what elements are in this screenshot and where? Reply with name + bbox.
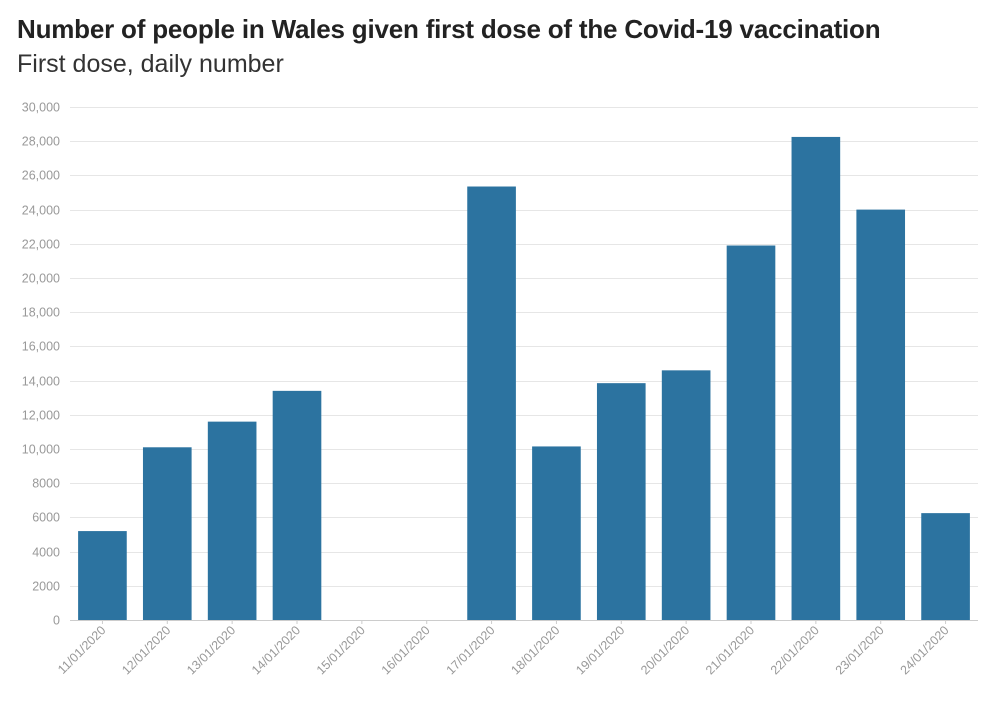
y-tick-label: 26,000 [22, 169, 60, 183]
y-tick-label: 30,000 [22, 101, 60, 115]
bar-20-01-2020[interactable] [661, 370, 711, 620]
bar-13-01-2020[interactable] [207, 421, 257, 620]
y-tick-label: 12,000 [22, 409, 60, 423]
y-tick-label: 10,000 [22, 443, 60, 457]
y-tick-label: 0 [53, 614, 60, 628]
bars [78, 136, 970, 621]
y-axis-ticks: 0 2000 4000 6000 8000 10,000 12,000 14,000 16,00… [22, 101, 60, 628]
y-tick-label: 28,000 [22, 135, 60, 149]
bar-21-01-2020[interactable] [726, 245, 776, 620]
x-tick-label: 11/01/2020 [55, 623, 109, 677]
bar-24-01-2020[interactable] [921, 513, 970, 621]
bar-14-01-2020[interactable] [272, 390, 322, 620]
x-tick-label: 22/01/2020 [768, 623, 822, 677]
gridlines [70, 107, 978, 621]
bar-11-01-2020[interactable] [78, 531, 127, 620]
x-tick-label: 23/01/2020 [833, 623, 887, 677]
y-tick-label: 18,000 [22, 306, 60, 320]
y-tick-label: 14,000 [22, 375, 60, 389]
y-tick-label: 20,000 [22, 272, 60, 286]
y-tick-label: 22,000 [22, 238, 60, 252]
bar-23-01-2020[interactable] [856, 209, 906, 620]
x-tick-label: 12/01/2020 [119, 623, 173, 677]
y-tick-label: 4000 [32, 546, 60, 560]
y-tick-label: 6000 [32, 511, 60, 525]
bar-12-01-2020[interactable] [142, 447, 192, 620]
x-tick-label: 15/01/2020 [314, 623, 368, 677]
x-tick-label: 21/01/2020 [703, 623, 757, 677]
y-tick-label: 24,000 [22, 204, 60, 218]
x-tick-label: 17/01/2020 [444, 623, 498, 677]
y-tick-label: 16,000 [22, 340, 60, 354]
x-tick-label: 18/01/2020 [508, 623, 562, 677]
bar-22-01-2020[interactable] [791, 136, 841, 620]
x-tick-label: 24/01/2020 [898, 623, 952, 677]
x-tick-label: 19/01/2020 [573, 623, 627, 677]
y-tick-label: 8000 [32, 477, 60, 491]
y-tick-label: 2000 [32, 580, 60, 594]
chart-subtitle: First dose, daily number [17, 50, 284, 78]
x-tick-label: 20/01/2020 [638, 623, 692, 677]
x-tick-label: 14/01/2020 [249, 623, 303, 677]
bar-19-01-2020[interactable] [596, 383, 646, 620]
chart-title: Number of people in Wales given first do… [17, 14, 881, 44]
x-tick-label: 16/01/2020 [379, 623, 433, 677]
x-axis-ticks: 11/01/2020 12/01/2020 13/01/2020 14/01/2020… [55, 620, 952, 677]
bar-17-01-2020[interactable] [467, 186, 516, 620]
x-tick-label: 13/01/2020 [184, 623, 238, 677]
bar-18-01-2020[interactable] [532, 446, 581, 620]
